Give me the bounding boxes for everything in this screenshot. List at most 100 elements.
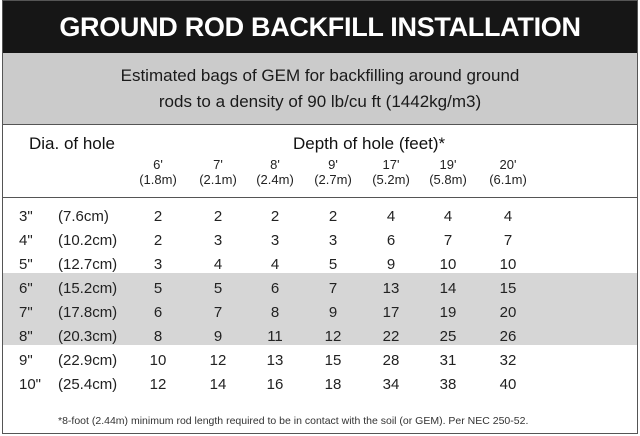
- footnote: *8-foot (2.44m) minimum rod length requi…: [58, 415, 529, 427]
- shaded-band: [3, 273, 637, 345]
- column-header: 6' (1.8m): [128, 157, 188, 187]
- table-cell: 10: [149, 352, 167, 369]
- table-cell: 40: [499, 376, 517, 393]
- table-cell: 18: [324, 376, 342, 393]
- row-diameter-inch: 7": [19, 304, 33, 321]
- table-cell: 5: [328, 256, 338, 273]
- table-cell: 8: [153, 328, 163, 345]
- table-cell: 2: [213, 208, 223, 225]
- table-cell: 20: [499, 304, 517, 321]
- table-cell: 3: [270, 232, 280, 249]
- table-cell: 5: [213, 280, 223, 297]
- row-diameter-inch: 10": [19, 376, 42, 393]
- table-cell: 7: [503, 232, 513, 249]
- column-header-meters: (6.1m): [489, 172, 527, 187]
- table-cell: 22: [382, 328, 400, 345]
- table-cell: 31: [439, 352, 457, 369]
- row-header: Dia. of hole: [29, 134, 115, 153]
- table-cell: 9: [213, 328, 223, 345]
- column-header: 9' (2.7m): [303, 157, 363, 187]
- table-cell: 5: [153, 280, 163, 297]
- page-title: GROUND ROD BACKFILL INSTALLATION: [3, 1, 637, 53]
- row-diameter-cm: (17.8cm): [58, 304, 118, 321]
- row-diameter-cm: (20.3cm): [58, 328, 118, 345]
- table-cell: 4: [503, 208, 513, 225]
- column-header-feet: 8': [270, 157, 280, 172]
- table-cell: 34: [382, 376, 400, 393]
- table-cell: 2: [153, 232, 163, 249]
- column-header-meters: (2.1m): [199, 172, 237, 187]
- table-cell: 19: [439, 304, 457, 321]
- table-cell: 28: [382, 352, 400, 369]
- table-cell: 26: [499, 328, 517, 345]
- table-cell: 15: [499, 280, 517, 297]
- table-cell: 8: [270, 304, 280, 321]
- table-cell: 32: [499, 352, 517, 369]
- row-diameter-cm: (22.9cm): [58, 352, 118, 369]
- table-cell: 4: [270, 256, 280, 273]
- column-header: 7' (2.1m): [188, 157, 248, 187]
- column-group-header: Depth of hole (feet)*: [293, 134, 446, 153]
- table-row: 6" (15.2cm) 5 5 6 7 13 14 15: [3, 276, 637, 300]
- table-cell: 3: [328, 232, 338, 249]
- table-cell: 12: [209, 352, 227, 369]
- row-diameter-inch: 4": [19, 232, 33, 249]
- column-header-feet: 7': [213, 157, 223, 172]
- table-row: 8" (20.3cm) 8 9 11 12 22 25 26: [3, 324, 637, 348]
- table-cell: 13: [382, 280, 400, 297]
- column-header-feet: 19': [439, 157, 457, 172]
- column-header-meters: (2.7m): [314, 172, 352, 187]
- row-diameter-cm: (25.4cm): [58, 376, 118, 393]
- table-cell: 10: [439, 256, 457, 273]
- subtitle-line-2: rods to a density of 90 lb/cu ft (1442kg…: [158, 91, 482, 111]
- row-diameter-inch: 5": [19, 256, 33, 273]
- subtitle-line-1: Estimated bags of GEM for backfilling ar…: [120, 65, 520, 85]
- table-cell: 2: [153, 208, 163, 225]
- table-cell: 38: [439, 376, 457, 393]
- table-cell: 6: [386, 232, 396, 249]
- table-cell: 9: [328, 304, 338, 321]
- table-cell: 7: [213, 304, 223, 321]
- table-cell: 6: [270, 280, 280, 297]
- column-header-meters: (5.8m): [429, 172, 467, 187]
- column-header-feet: 20': [499, 157, 517, 172]
- row-diameter-cm: (7.6cm): [58, 208, 109, 225]
- table-cell: 2: [270, 208, 280, 225]
- row-diameter-cm: (12.7cm): [58, 256, 118, 273]
- column-header: 20' (6.1m): [478, 157, 538, 187]
- column-header-feet: 6': [153, 157, 163, 172]
- table-cell: 16: [266, 376, 284, 393]
- table-cell: 3: [213, 232, 223, 249]
- column-header-feet: 9': [328, 157, 338, 172]
- table-cell: 11: [267, 328, 283, 345]
- table-cell: 9: [386, 256, 396, 273]
- column-header: 8' (2.4m): [245, 157, 305, 187]
- table-cell: 12: [149, 376, 167, 393]
- row-diameter-inch: 6": [19, 280, 33, 297]
- table-cell: 2: [328, 208, 338, 225]
- table-row: 5" (12.7cm) 3 4 4 5 9 10 10: [3, 252, 637, 276]
- table-cell: 7: [328, 280, 338, 297]
- table-cell: 12: [324, 328, 342, 345]
- row-diameter-cm: (15.2cm): [58, 280, 118, 297]
- row-diameter-inch: 9": [19, 352, 33, 369]
- header-divider: [3, 197, 637, 198]
- row-diameter-inch: 8": [19, 328, 33, 345]
- table-cell: 13: [266, 352, 284, 369]
- table-cell: 25: [439, 328, 457, 345]
- table-cell: 15: [324, 352, 342, 369]
- table-cell: 14: [439, 280, 457, 297]
- table-row: 7" (17.8cm) 6 7 8 9 17 19 20: [3, 300, 637, 324]
- row-diameter-inch: 3": [19, 208, 33, 225]
- column-header-meters: (5.2m): [372, 172, 410, 187]
- column-header-feet: 17': [382, 157, 400, 172]
- table-cell: 4: [443, 208, 453, 225]
- row-diameter-cm: (10.2cm): [58, 232, 118, 249]
- subtitle-box: Estimated bags of GEM for backfilling ar…: [3, 53, 637, 125]
- table-row: 9" (22.9cm) 10 12 13 15 28 31 32: [3, 348, 637, 372]
- table-cell: 6: [153, 304, 163, 321]
- column-header-meters: (2.4m): [256, 172, 294, 187]
- table-cell: 17: [382, 304, 400, 321]
- table-row: 10" (25.4cm) 12 14 16 18 34 38 40: [3, 372, 637, 396]
